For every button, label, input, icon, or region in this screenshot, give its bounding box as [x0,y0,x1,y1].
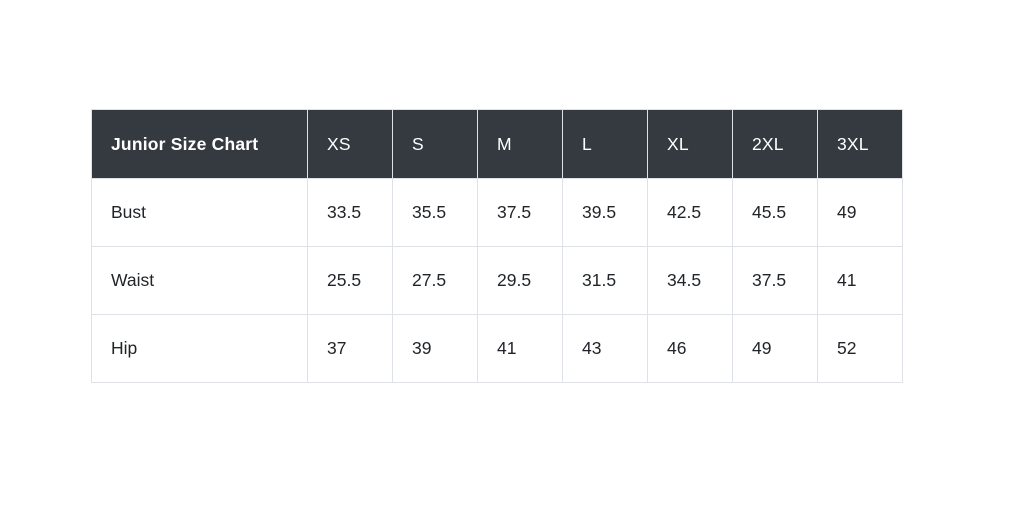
measurement-value-cell: 41 [477,314,563,383]
size-column-header-m: M [477,109,563,179]
measurement-value-cell: 37 [307,314,393,383]
measurement-value-cell: 37.5 [477,178,563,247]
table-row-hip: Hip 37 39 41 43 46 49 52 [91,314,903,383]
table-row-waist: Waist 25.5 27.5 29.5 31.5 34.5 37.5 41 [91,246,903,315]
measurement-value-cell: 43 [562,314,648,383]
measurement-value-cell: 29.5 [477,246,563,315]
measurement-value-cell: 46 [647,314,733,383]
row-label-waist: Waist [91,246,308,315]
size-column-header-3xl: 3XL [817,109,903,179]
measurement-value-cell: 42.5 [647,178,733,247]
table-header-row: Junior Size Chart XS S M L XL 2XL 3XL [91,109,903,179]
size-column-header-xs: XS [307,109,393,179]
measurement-value-cell: 49 [732,314,818,383]
table-title-cell: Junior Size Chart [91,109,308,179]
measurement-value-cell: 49 [817,178,903,247]
size-column-header-xl: XL [647,109,733,179]
measurement-value-cell: 45.5 [732,178,818,247]
measurement-value-cell: 25.5 [307,246,393,315]
row-label-bust: Bust [91,178,308,247]
measurement-value-cell: 41 [817,246,903,315]
measurement-value-cell: 37.5 [732,246,818,315]
measurement-value-cell: 39.5 [562,178,648,247]
size-column-header-s: S [392,109,478,179]
row-label-hip: Hip [91,314,308,383]
measurement-value-cell: 31.5 [562,246,648,315]
measurement-value-cell: 27.5 [392,246,478,315]
size-column-header-2xl: 2XL [732,109,818,179]
measurement-value-cell: 52 [817,314,903,383]
measurement-value-cell: 34.5 [647,246,733,315]
measurement-value-cell: 33.5 [307,178,393,247]
measurement-value-cell: 39 [392,314,478,383]
size-column-header-l: L [562,109,648,179]
table-row-bust: Bust 33.5 35.5 37.5 39.5 42.5 45.5 49 [91,178,903,247]
measurement-value-cell: 35.5 [392,178,478,247]
junior-size-chart-table: Junior Size Chart XS S M L XL 2XL 3XL Bu… [91,109,903,383]
